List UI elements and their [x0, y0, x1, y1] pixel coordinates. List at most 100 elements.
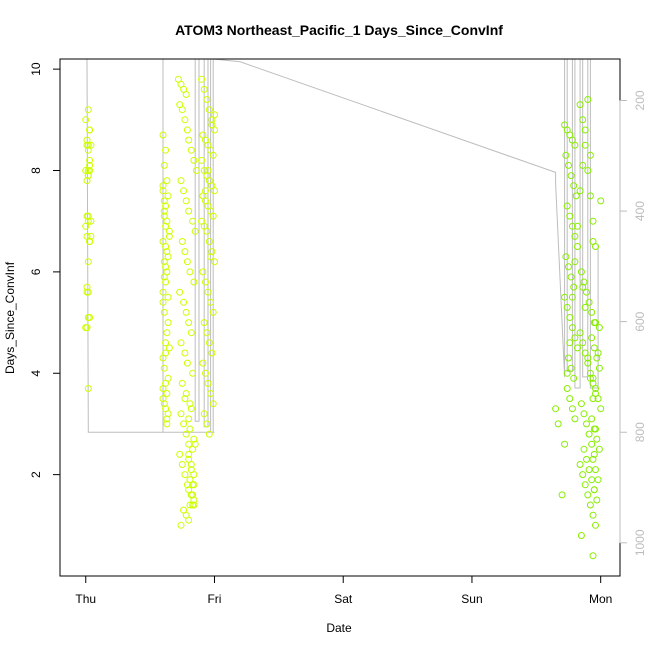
data-point — [187, 461, 195, 468]
data-point — [585, 466, 593, 474]
data-point — [164, 192, 172, 200]
data-point — [162, 202, 170, 210]
x-tick-label: Fri — [207, 592, 221, 606]
altitude-profile-line — [86, 58, 599, 433]
data-point — [202, 369, 209, 377]
data-point — [87, 217, 95, 225]
data-point — [84, 146, 92, 154]
data-point — [576, 329, 584, 337]
data-point — [178, 461, 186, 468]
data-point — [202, 187, 209, 195]
x-axis: Thu Fri Sat Sun Mon — [75, 575, 612, 606]
data-point — [581, 303, 589, 311]
data-point — [180, 187, 188, 195]
data-point — [83, 177, 91, 185]
data-point — [590, 344, 598, 352]
data-point — [574, 344, 581, 352]
data-point — [162, 278, 170, 286]
data-point — [84, 172, 92, 180]
data-point — [163, 329, 171, 337]
data-point — [165, 344, 173, 352]
data-point — [570, 283, 578, 291]
data-point — [189, 501, 197, 509]
data-point — [208, 121, 216, 129]
data-point — [83, 141, 91, 149]
data-point — [597, 197, 605, 205]
data-point — [209, 212, 217, 220]
altitude-profile — [86, 58, 599, 433]
data-point — [159, 187, 167, 195]
data-point — [160, 207, 168, 215]
data-point — [163, 177, 171, 185]
data-point — [595, 445, 603, 453]
data-point — [162, 349, 170, 357]
data-point — [187, 329, 195, 337]
data-point — [586, 192, 594, 200]
data-point — [577, 268, 585, 276]
data-point — [186, 425, 194, 433]
data-point — [581, 126, 589, 134]
y-tick-label: 2 — [29, 471, 43, 478]
data-point — [571, 232, 579, 240]
data-point — [177, 521, 185, 529]
data-point — [570, 182, 578, 190]
y2-tick-label: 200 — [633, 90, 647, 110]
data-point — [594, 395, 602, 403]
data-point — [160, 258, 168, 266]
data-point — [190, 156, 198, 164]
data-point — [571, 141, 579, 149]
y-tick-label: 6 — [29, 268, 43, 275]
data-point — [207, 298, 215, 306]
data-point — [189, 445, 197, 453]
data-point — [86, 238, 94, 245]
data-point — [585, 430, 593, 438]
data-point — [594, 349, 602, 357]
data-point — [182, 91, 190, 98]
x-tick-label: Sat — [334, 592, 353, 606]
y-tick-label: 8 — [29, 167, 43, 174]
data-point — [203, 420, 211, 428]
data-point — [568, 293, 576, 301]
data-point — [83, 136, 91, 144]
data-point — [577, 400, 585, 408]
data-point — [576, 187, 584, 195]
data-point — [200, 319, 208, 327]
data-point — [567, 273, 575, 281]
data-point — [203, 329, 211, 337]
data-point — [580, 278, 588, 286]
data-point — [208, 248, 216, 256]
data-point — [552, 405, 560, 413]
data-point — [204, 167, 212, 174]
data-point — [187, 146, 195, 154]
data-point — [592, 425, 599, 433]
data-point — [190, 496, 198, 504]
data-point — [205, 106, 213, 114]
data-point — [86, 156, 94, 164]
data-point — [583, 455, 590, 463]
data-point — [165, 227, 173, 235]
data-point — [566, 314, 574, 321]
data-point — [584, 96, 592, 103]
x-tick-label: Thu — [75, 592, 96, 606]
data-point — [574, 222, 581, 230]
data-point — [583, 288, 590, 296]
x-axis-label: Date — [326, 621, 352, 635]
y2-tick-label: 1000 — [633, 529, 647, 556]
data-point — [211, 187, 218, 195]
secondary-y-axis: 200 400 600 800 1000 — [619, 90, 647, 556]
y2-tick-label: 800 — [633, 422, 647, 442]
data-point — [84, 167, 92, 174]
data-point — [209, 400, 217, 408]
data-point — [186, 400, 194, 408]
data-point — [568, 222, 576, 230]
data-point — [180, 298, 188, 306]
data-point — [579, 116, 587, 124]
data-point — [566, 212, 574, 220]
data-point — [159, 298, 167, 306]
data-point — [177, 410, 185, 418]
data-point — [566, 339, 574, 347]
data-point — [84, 258, 92, 266]
data-point — [586, 151, 594, 159]
data-point — [160, 308, 168, 316]
